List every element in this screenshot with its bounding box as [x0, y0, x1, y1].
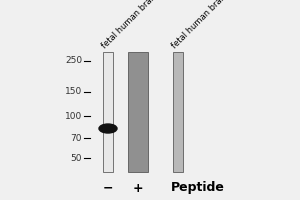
Text: fetal human brain: fetal human brain	[100, 0, 159, 50]
Bar	[128, 52, 148, 172]
Bar	[173, 52, 183, 172]
Ellipse shape	[99, 124, 117, 133]
Text: Peptide: Peptide	[171, 182, 225, 194]
Text: 70: 70	[70, 134, 82, 143]
Text: +: +	[133, 182, 143, 194]
Text: 250: 250	[65, 56, 82, 65]
Text: 100: 100	[65, 112, 82, 121]
Text: −: −	[103, 182, 113, 194]
Text: 50: 50	[70, 154, 82, 163]
Bar	[103, 52, 113, 172]
Text: 150: 150	[65, 87, 82, 96]
Text: fetal human brain: fetal human brain	[169, 0, 229, 50]
